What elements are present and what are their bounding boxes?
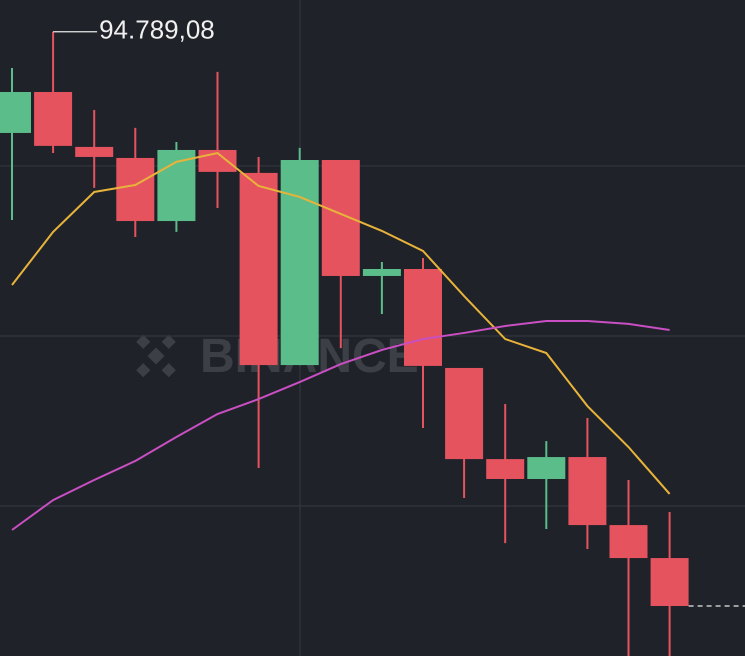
candle-body <box>280 160 319 366</box>
annotation-label: 94.789,08 <box>99 15 215 45</box>
candle-body <box>34 91 73 146</box>
candle-body <box>321 160 360 276</box>
candle-body <box>609 525 648 559</box>
candle-body <box>157 149 196 222</box>
moving-average-line <box>11 320 670 531</box>
candle-body <box>239 172 278 366</box>
candle-body <box>527 457 566 479</box>
candle-body <box>362 268 401 276</box>
candle-body <box>116 157 155 222</box>
candle-body <box>404 268 442 366</box>
candle-body <box>445 367 484 460</box>
moving-average-line <box>11 151 671 495</box>
candle-body <box>75 146 114 157</box>
candle-body <box>650 558 689 607</box>
candle-body <box>568 457 607 526</box>
candle-body <box>486 459 525 479</box>
candle-body <box>0 91 31 133</box>
